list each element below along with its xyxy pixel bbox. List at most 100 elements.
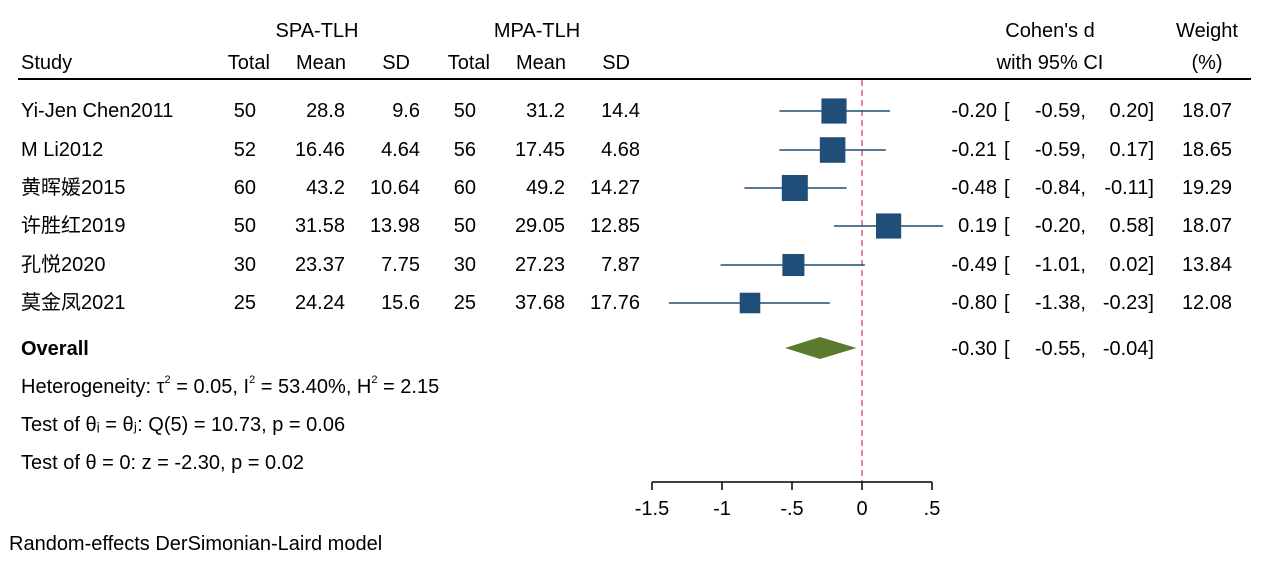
mean2-cell: 37.68 [514,292,565,314]
x-tick-label: -.5 [780,498,803,520]
effect-box [782,253,805,277]
ci-bracket: [ [1004,215,1010,237]
sd1-cell: 4.64 [381,139,420,161]
mean1-cell: 23.37 [294,254,345,276]
total1-cell: 25 [233,292,256,314]
sd1-cell: 10.64 [369,177,420,199]
test-z-text: Test of θ = 0: z = -2.30, p = 0.02 [21,452,304,474]
weight-cell: 13.84 [1181,254,1232,276]
sd2-cell: 7.87 [601,254,640,276]
overall-diamond [785,337,857,359]
model-footnote: Random-effects DerSimonian-Laird model [9,533,383,555]
effect-box [876,213,902,239]
sd1-cell: 13.98 [369,215,420,237]
effect-cell: 0.19 [958,215,997,237]
total1-header: Total [227,52,270,74]
ci-bracket: [ [1004,177,1010,199]
effect-header-1: Cohen's d [1005,20,1095,42]
weight-cell: 18.07 [1181,215,1232,237]
total2-cell: 60 [453,177,476,199]
ci-low-cell: -1.38, [1034,292,1086,314]
sd2-cell: 14.27 [589,177,640,199]
weight-cell: 19.29 [1181,177,1232,199]
x-tick-label: .5 [924,498,941,520]
overall-label: Overall [21,338,89,360]
study-name: 莫金凤2021 [21,292,126,314]
ci-bracket: [ [1004,139,1010,161]
weight-cell: 18.07 [1181,100,1232,122]
test-q-text: Test of θᵢ = θⱼ: Q(5) = 10.73, p = 0.06 [21,414,346,436]
mean1-cell: 28.8 [306,100,345,122]
ci-high-cell: 0.02] [1109,254,1154,276]
overall-ci-low: -0.55, [1034,338,1086,360]
overall-bracket: [ [1004,338,1010,360]
ci-high-cell: -0.23] [1102,292,1154,314]
weight-header-2: (%) [1191,52,1223,74]
total1-cell: 30 [233,254,256,276]
mean1-cell: 43.2 [306,177,345,199]
sd2-cell: 12.85 [589,215,640,237]
mean1-cell: 24.24 [294,292,345,314]
total2-cell: 25 [453,292,476,314]
total2-cell: 30 [453,254,476,276]
group1-header: SPA-TLH [275,20,359,42]
sd1-cell: 7.75 [381,254,420,276]
study-name: 许胜红2019 [21,215,126,237]
x-tick-label: -1.5 [635,498,669,520]
mean2-cell: 31.2 [526,100,565,122]
mean2-cell: 29.05 [514,215,565,237]
sd2-cell: 17.76 [589,292,640,314]
ci-high-cell: -0.11] [1104,177,1154,199]
effect-box [781,175,808,201]
ci-bracket: [ [1004,292,1010,314]
total2-cell: 50 [453,215,476,237]
effect-cell: -0.21 [951,139,997,161]
ci-low-cell: -0.59, [1034,139,1086,161]
study-header: Study [21,52,73,74]
total1-cell: 60 [233,177,256,199]
total2-header: Total [447,52,490,74]
x-tick-label: 0 [856,498,867,520]
ci-bracket: [ [1004,254,1010,276]
sd1-header: SD [382,52,410,74]
ci-high-cell: 0.58] [1109,215,1154,237]
mean2-cell: 49.2 [526,177,565,199]
sd2-cell: 4.68 [601,139,640,161]
sd2-cell: 14.4 [601,100,640,122]
effect-cell: -0.48 [951,177,997,199]
weight-cell: 12.08 [1181,292,1232,314]
mean1-cell: 16.46 [294,139,345,161]
overall-ci-high: -0.04] [1102,338,1154,360]
mean1-header: Mean [295,52,346,74]
mean2-header: Mean [515,52,566,74]
group2-header: MPA-TLH [493,20,581,42]
sd2-header: SD [602,52,630,74]
total2-cell: 50 [453,100,476,122]
mean1-cell: 31.58 [294,215,345,237]
total1-cell: 50 [233,215,256,237]
effect-box [821,98,847,124]
heterogeneity-text: Heterogeneity: τ2 = 0.05, I2 = 53.40%, H… [21,374,440,399]
study-name: M Li2012 [21,139,104,161]
effect-header-2: with 95% CI [996,52,1104,74]
ci-high-cell: 0.20] [1109,100,1154,122]
study-name: 孔悦2020 [21,254,106,276]
mean2-cell: 27.23 [514,254,565,276]
mean2-cell: 17.45 [514,139,565,161]
effect-cell: -0.20 [951,100,997,122]
overall-d: -0.30 [951,338,997,360]
effect-box [739,292,761,314]
study-name: Yi-Jen Chen2011 [21,100,174,122]
total1-cell: 52 [233,139,256,161]
study-name: 黄晖媛2015 [21,177,126,199]
effect-box [819,137,846,163]
total1-cell: 50 [233,100,256,122]
sd1-cell: 15.6 [381,292,420,314]
ci-high-cell: 0.17] [1109,139,1154,161]
sd1-cell: 9.6 [392,100,420,122]
ci-bracket: [ [1004,100,1010,122]
header-rule [18,78,1251,80]
ci-low-cell: -0.84, [1034,177,1086,199]
total2-cell: 56 [453,139,476,161]
